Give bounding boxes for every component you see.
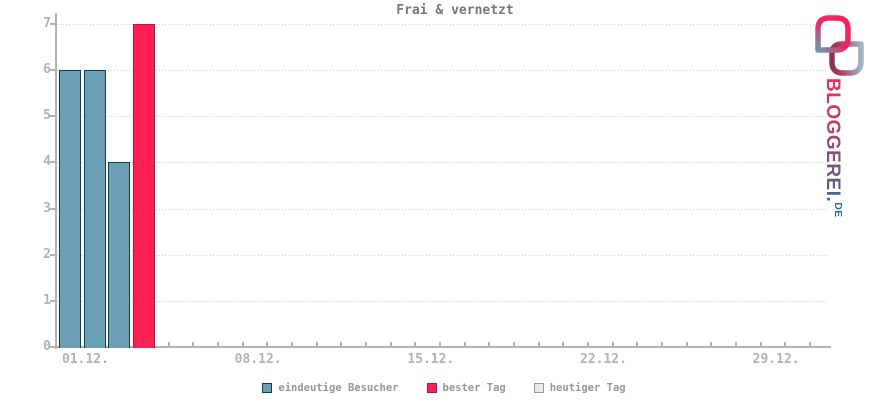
legend-swatch-icon bbox=[262, 383, 273, 393]
legend-swatch-icon bbox=[533, 383, 544, 393]
y-gridline bbox=[57, 162, 828, 164]
legend-label: heutiger Tag bbox=[549, 382, 626, 394]
x-axis-line bbox=[55, 346, 831, 348]
x-axis-tick bbox=[192, 342, 195, 347]
legend-swatch-icon bbox=[426, 383, 437, 393]
y-axis-tick bbox=[50, 23, 57, 25]
y-axis-label: 7 bbox=[43, 16, 51, 31]
legend-item: bester Tag bbox=[426, 382, 506, 394]
x-axis-tick bbox=[217, 342, 219, 347]
x-axis-date-label: 22.12. bbox=[580, 352, 627, 367]
x-axis-tick bbox=[735, 342, 737, 347]
x-axis-tick bbox=[611, 342, 614, 347]
x-axis-tick bbox=[784, 342, 787, 347]
x-axis-tick bbox=[513, 342, 515, 347]
x-axis-tick bbox=[685, 342, 688, 347]
x-axis-tick bbox=[809, 342, 811, 347]
y-axis-tick bbox=[50, 161, 57, 164]
x-axis-tick bbox=[365, 342, 367, 347]
legend-item: heutiger Tag bbox=[533, 382, 626, 394]
x-axis-tick bbox=[562, 342, 565, 347]
x-axis-tick bbox=[291, 342, 293, 347]
bar-eindeutige-besucher bbox=[83, 70, 106, 348]
y-gridline bbox=[57, 254, 828, 256]
x-axis-tick bbox=[661, 342, 663, 347]
x-axis-date-label: 01.12. bbox=[62, 352, 109, 367]
x-axis-tick bbox=[167, 342, 170, 347]
x-axis-tick bbox=[266, 342, 269, 347]
x-axis-tick bbox=[537, 342, 540, 347]
x-axis-date-label: 08.12. bbox=[234, 352, 282, 367]
y-axis-tick bbox=[50, 69, 57, 72]
x-axis-date-label: 15.12. bbox=[407, 352, 455, 367]
y-axis-label: 5 bbox=[43, 108, 51, 124]
x-axis-tick bbox=[439, 342, 441, 347]
y-axis-label: 6 bbox=[43, 62, 51, 78]
y-axis-tick bbox=[50, 346, 57, 348]
x-axis-tick bbox=[463, 342, 466, 347]
y-axis-label: 0 bbox=[43, 339, 51, 354]
x-axis-tick bbox=[389, 342, 392, 347]
legend-item: eindeutige Besucher bbox=[262, 382, 399, 394]
y-axis-line bbox=[55, 13, 57, 349]
x-axis-tick bbox=[488, 342, 491, 347]
x-axis-tick bbox=[414, 342, 417, 347]
bloggerei-wordmark: BLOGGEREI.DE bbox=[822, 78, 844, 217]
y-axis-tick bbox=[50, 207, 57, 210]
y-gridline bbox=[57, 24, 828, 25]
legend-label: eindeutige Besucher bbox=[278, 382, 399, 394]
x-axis-tick bbox=[315, 342, 318, 347]
x-axis-tick bbox=[636, 342, 639, 347]
x-axis-tick bbox=[759, 342, 762, 347]
y-gridline bbox=[57, 70, 828, 72]
chain-links-icon bbox=[815, 15, 864, 76]
chart-title: Frai & vernetzt bbox=[396, 3, 514, 18]
y-gridline bbox=[57, 116, 828, 118]
x-axis-tick bbox=[710, 342, 713, 347]
chart-legend: eindeutige Besucher bester Tag heutiger Ta… bbox=[57, 382, 831, 394]
x-axis-tick bbox=[340, 342, 343, 347]
y-gridline bbox=[57, 300, 828, 302]
bar-eindeutige-besucher bbox=[59, 70, 81, 348]
x-axis-date-label: 29.12. bbox=[752, 352, 800, 367]
x-axis-tick bbox=[241, 342, 244, 347]
bar-eindeutige-besucher bbox=[108, 162, 131, 348]
y-axis-label: 2 bbox=[43, 246, 51, 262]
bar-bester-tag bbox=[133, 24, 155, 348]
x-axis-tick bbox=[587, 342, 589, 347]
bloggerei-logo[interactable]: BLOGGEREI.DE bbox=[806, 12, 870, 228]
y-axis-tick bbox=[50, 253, 57, 256]
legend-label: bester Tag bbox=[442, 382, 506, 394]
y-axis-tick bbox=[50, 299, 57, 302]
y-axis-label: 4 bbox=[43, 154, 51, 170]
y-axis-label: 1 bbox=[43, 292, 51, 308]
y-axis-tick bbox=[50, 115, 57, 118]
y-axis-label: 3 bbox=[43, 200, 51, 216]
y-gridline bbox=[57, 208, 828, 210]
